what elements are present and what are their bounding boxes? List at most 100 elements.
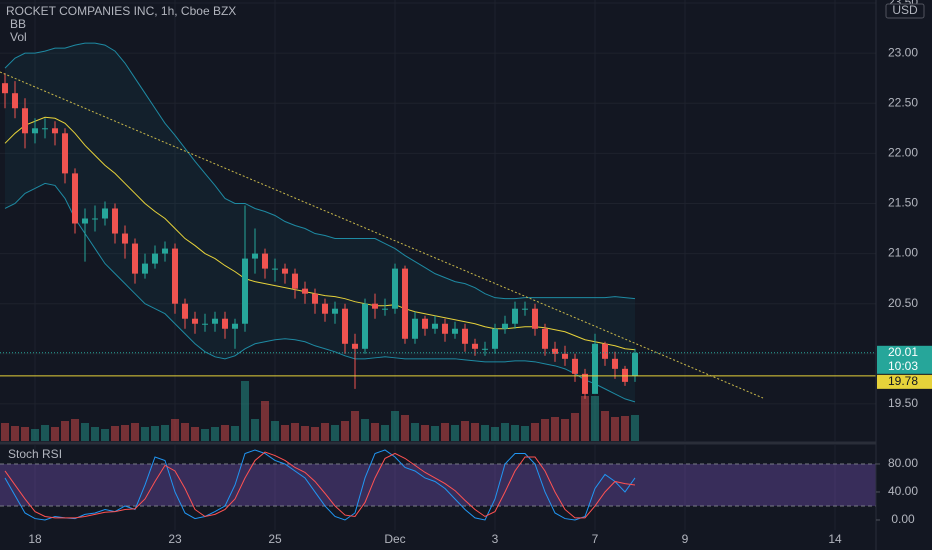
volume-bar [391,411,399,441]
volume-bar [551,417,559,441]
candle-body [262,253,268,269]
x-tick-label: 7 [592,532,599,546]
volume-bar [201,429,209,441]
volume-bar [301,426,309,441]
candle-body [192,318,198,324]
volume-bar [61,421,69,441]
volume-bar [341,421,349,441]
volume-bar [11,426,19,441]
y-tick-label: 23.00 [888,45,918,59]
volume-bar [411,423,419,441]
volume-bar [511,425,519,441]
volume-bar [571,413,579,441]
volume-bar [181,423,189,441]
countdown: 10:03 [888,359,918,373]
candle-body [572,358,578,374]
candle-body [12,93,18,109]
last-price-box [877,345,932,374]
candle-body [32,128,38,134]
candle-body [352,343,358,349]
volume-bar [161,425,169,441]
candle-body [62,133,68,174]
plot [0,42,876,521]
y-tick-label: 22.00 [888,146,918,160]
candle-body [252,253,258,259]
candle-body [232,323,238,329]
stoch-d [4,451,636,519]
volume-bar [541,419,549,441]
chart-title: ROCKET COMPANIES INC, 1h, Cboe BZX [6,4,236,18]
candle-body [132,243,138,274]
x-tick-label: 23 [168,532,182,546]
indicator-label: Stoch RSI [8,447,62,461]
candle-body [592,343,598,394]
candle-body [52,128,58,134]
candle-body [442,323,448,334]
last-price-label: 20.01 [888,345,918,359]
candle-body [72,173,78,224]
x-tick-label: 9 [682,532,689,546]
volume-bar [581,396,589,441]
candle-body [322,303,328,314]
candle-body [522,308,528,310]
candle-body [162,248,168,254]
candle-body [152,253,158,264]
candle-body [612,358,618,369]
x-tick-label: Dec [384,532,405,546]
volume-bar [221,425,229,441]
candle-body [142,263,148,274]
volume-bar [311,427,319,441]
candle-body [92,218,98,220]
axis: 182325Dec3791419.5020.0020.5021.0021.502… [28,0,932,546]
volume-bar [621,416,629,441]
volume-bar [51,427,59,441]
currency-box[interactable] [885,3,925,19]
volume-bar [331,425,339,441]
volume-bar [381,425,389,441]
volume-bar [481,425,489,441]
volume-bar [191,427,199,441]
x-tick-label: 14 [828,532,842,546]
volume-bar [141,427,149,441]
volume-bar [501,423,509,441]
volume-bar [631,415,639,441]
volume-bar [361,419,369,441]
candle-body [22,108,28,134]
volume-bar [291,423,299,441]
volume-bar [81,423,89,441]
candle-body [432,323,438,329]
candle-body [202,323,208,325]
volume-bar [441,423,449,441]
candle-body [312,293,318,304]
volume-bar [401,415,409,441]
candle-body [362,303,368,349]
candle-body [282,268,288,274]
candle-body [482,348,488,350]
volume-bar [591,396,599,441]
volume-bar [321,423,329,441]
candle-body [622,368,628,382]
candle-body [172,248,178,304]
volume-bar [471,423,479,441]
volume-bar [41,425,49,441]
volume-bar [91,427,99,441]
y-tick-label: 40.00 [888,484,918,498]
candle-body [242,258,248,324]
candle-body [392,268,398,309]
candle-body [542,328,548,349]
stoch-k [4,449,636,521]
volume-bar [521,426,529,441]
candle-body [402,268,408,339]
candle-body [552,348,558,354]
candle-body [492,328,498,349]
candle-body [382,308,388,310]
volume-bar [261,401,269,441]
volume-bar [71,419,79,441]
volume-bar [31,429,39,441]
y-tick-label: 20.50 [888,296,918,310]
candle-body [532,308,538,329]
candle-body [212,318,218,324]
candle-body [472,343,478,349]
